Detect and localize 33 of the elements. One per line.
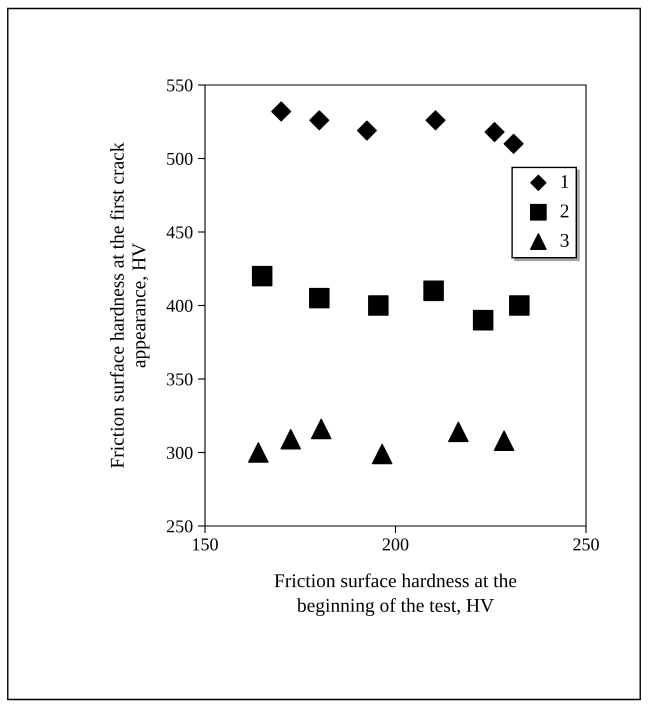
y-tick-label: 450 <box>166 226 193 238</box>
point <box>356 120 377 141</box>
y-tick-label: 400 <box>166 300 193 312</box>
y-tick-label: 300 <box>166 446 193 459</box>
legend-label: 1 <box>561 175 568 188</box>
x-tick-label: 250 <box>573 538 599 551</box>
point <box>448 422 469 442</box>
x-tick-label: 200 <box>382 538 408 551</box>
legend-label: 2 <box>560 204 568 218</box>
point <box>368 295 389 316</box>
y-tick-label: 500 <box>167 152 193 165</box>
point <box>504 134 524 154</box>
y-axis-title: Friction surface hardness at the first crack appearance, HV <box>110 142 150 468</box>
point <box>423 280 444 302</box>
point <box>484 122 505 142</box>
y-tick-label: 550 <box>167 79 193 92</box>
point <box>248 442 269 463</box>
point <box>472 310 494 330</box>
point <box>372 444 392 464</box>
x-tick-label: 150 <box>193 538 218 551</box>
point <box>310 418 332 440</box>
legend-label: 3 <box>560 234 569 247</box>
y-tick-label: 250 <box>166 520 193 532</box>
point <box>425 110 446 130</box>
point <box>509 295 530 316</box>
point <box>271 101 292 122</box>
point <box>280 429 301 450</box>
point <box>252 266 272 286</box>
y-tick-label: 350 <box>166 373 193 386</box>
point <box>309 110 330 130</box>
x-axis-title: Friction surface hardness at the beginning of the test, HV <box>274 573 516 616</box>
point <box>309 288 330 308</box>
point <box>494 430 514 452</box>
